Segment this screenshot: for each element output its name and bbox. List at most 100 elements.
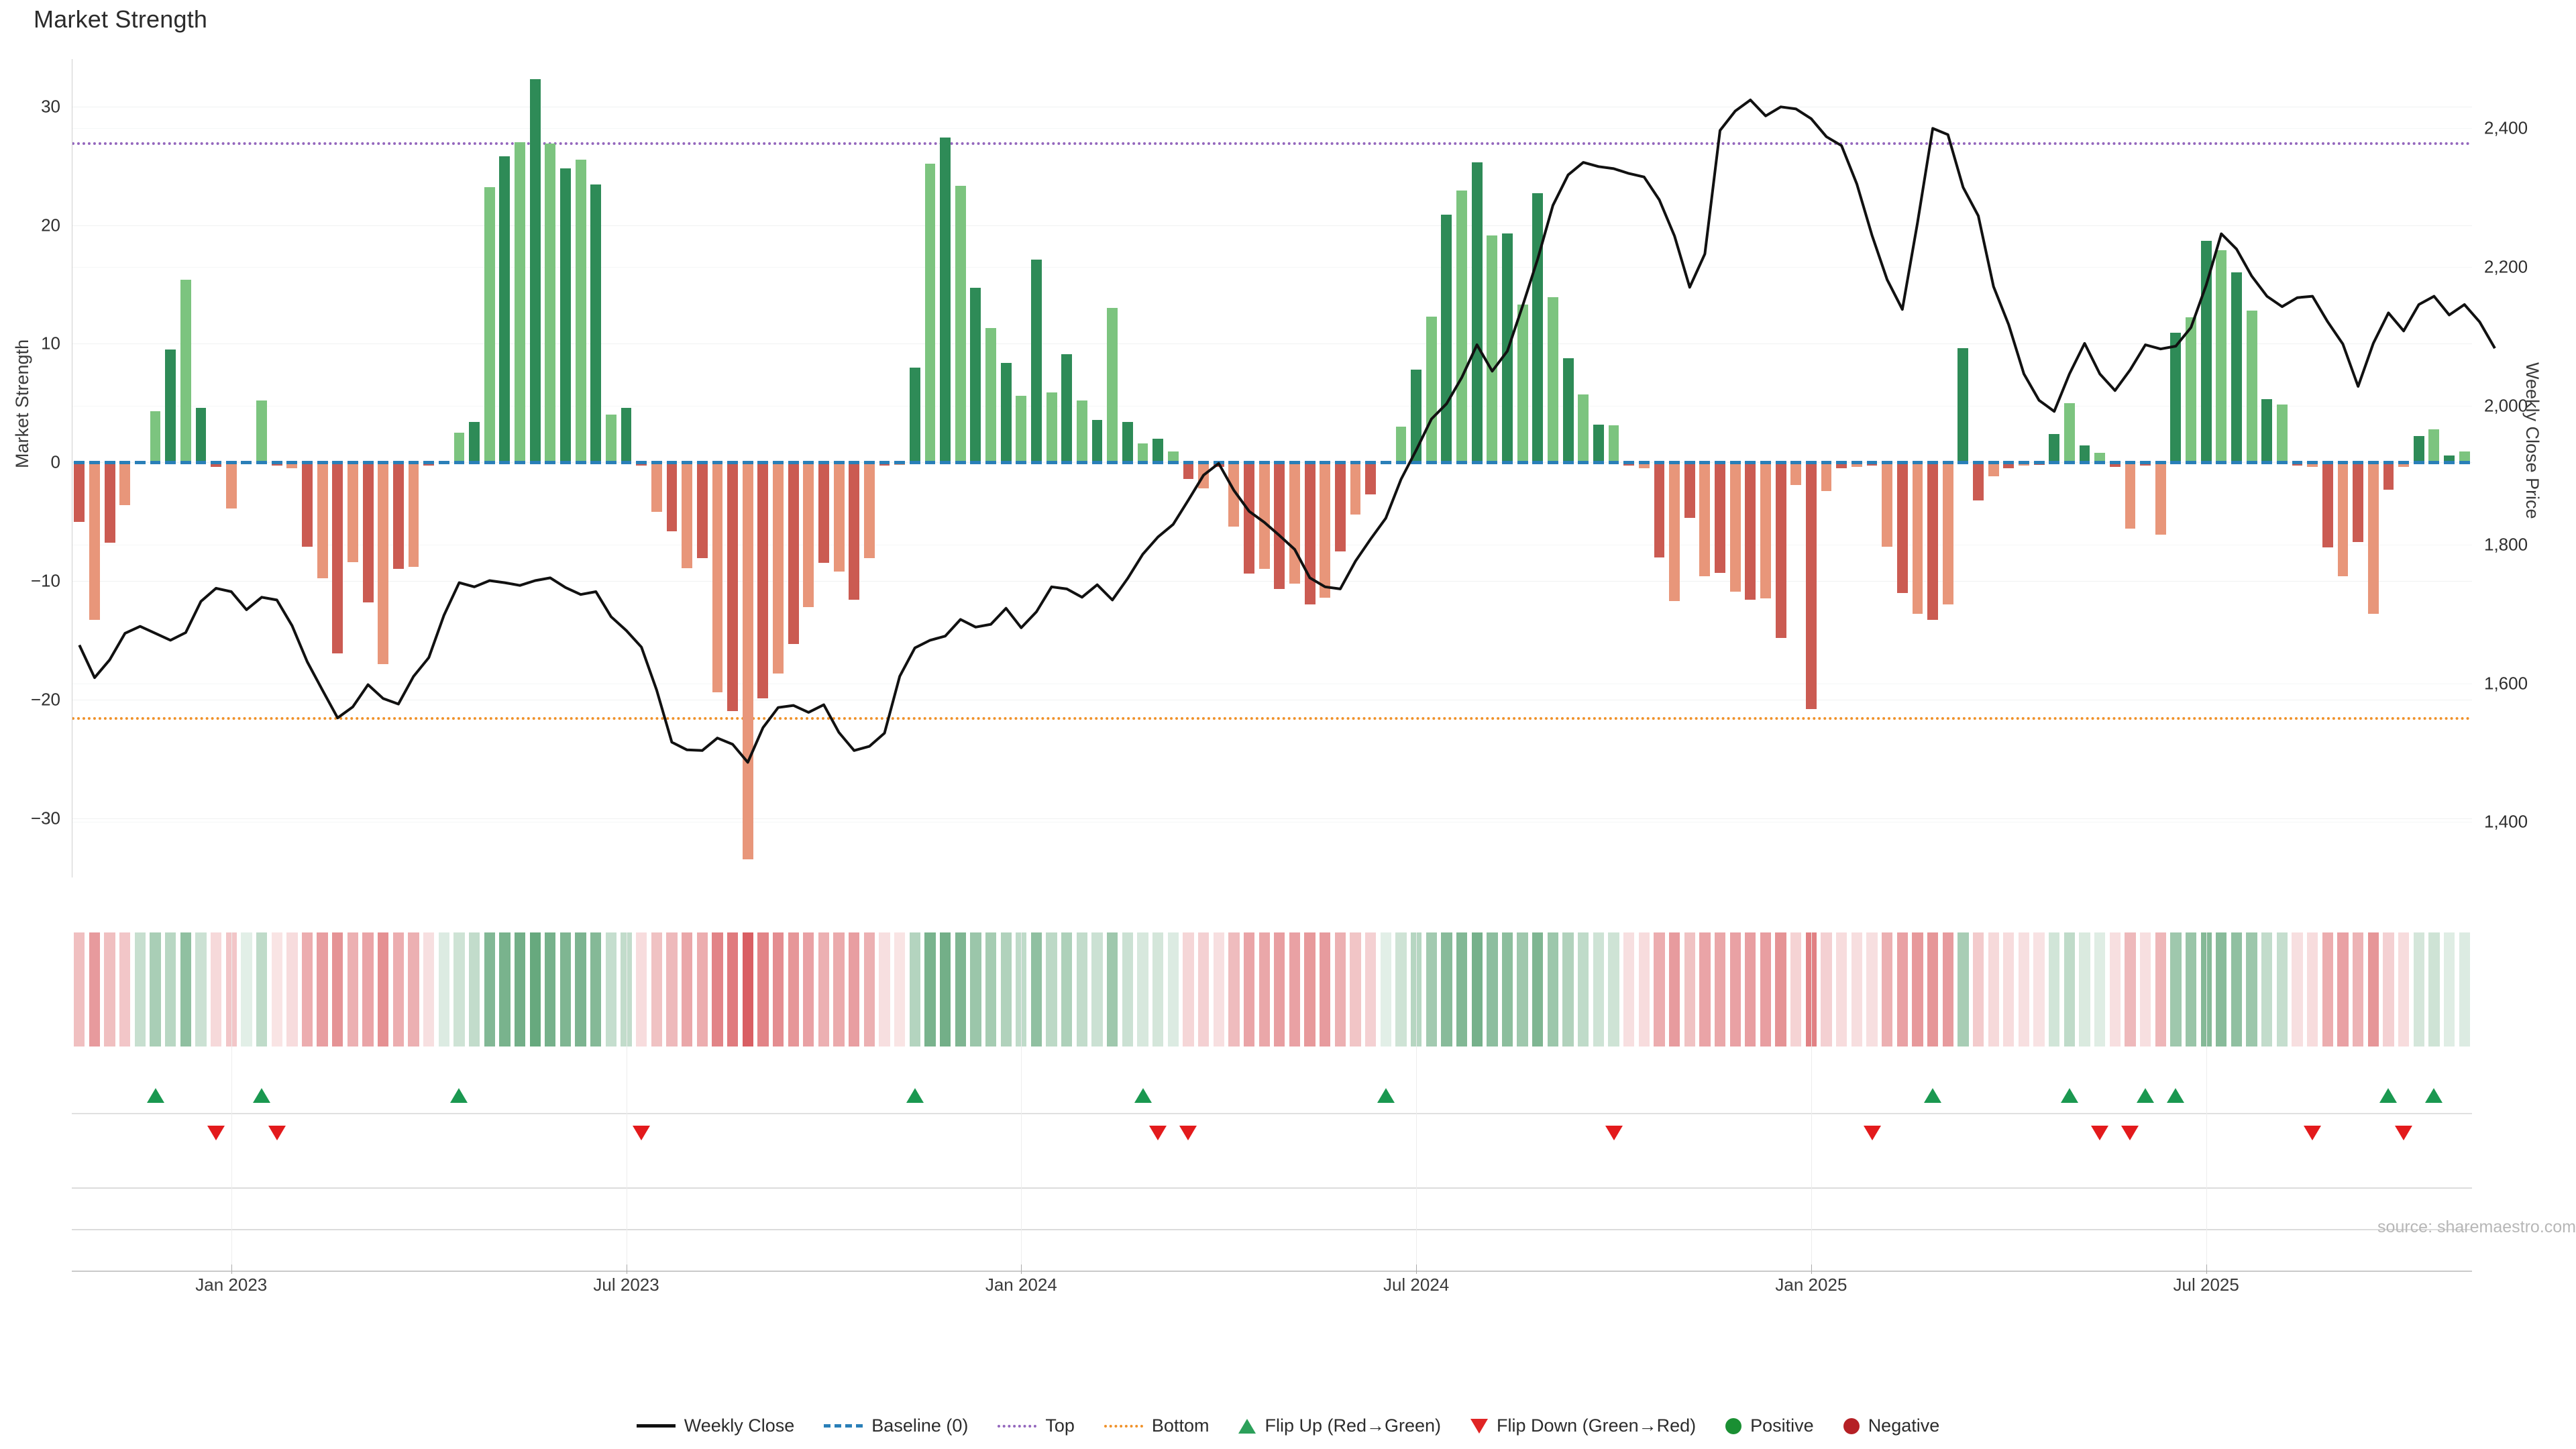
heatmap-cell [2216,932,2227,1046]
heatmap-cell [2018,932,2030,1046]
x-separator-line [1021,932,1022,1268]
strength-bar [1745,462,1756,600]
strength-bar [1456,191,1467,463]
legend-triangle-down-icon [1470,1418,1489,1434]
baseline-segment [1988,461,1999,465]
heatmap-cell [1395,932,1407,1046]
heatmap-cell [605,932,617,1046]
legend-item[interactable]: Negative [1843,1415,1939,1436]
heatmap-cell [2094,932,2106,1046]
baseline-segment [378,461,389,465]
legend-item[interactable]: Top [998,1415,1075,1436]
strength-bar [165,350,176,463]
flip-down-marker [2395,1126,2413,1140]
flip-up-marker [1134,1088,1152,1103]
y-tick-right: 1,800 [2484,534,2528,555]
baseline-segment [1548,461,1558,465]
heatmap-cell [423,932,435,1046]
legend-item[interactable]: Weekly Close [636,1415,794,1436]
strength-bar [1137,443,1148,463]
strength-bar [1274,462,1285,590]
heatmap-cell [2109,932,2121,1046]
baseline-segment [2367,461,2379,465]
legend-item[interactable]: Baseline (0) [824,1415,968,1436]
baseline-segment [1000,461,1012,465]
heatmap-cell [1365,932,1377,1046]
baseline-segment [2459,461,2470,465]
strength-bar [1320,462,1331,598]
heatmap-cell [1107,932,1118,1046]
flip-row-divider [72,1113,2472,1114]
gridline-secondary [72,128,2472,129]
baseline-segment [317,461,328,465]
flip-down-marker [1863,1126,1881,1140]
heatmap-cell [392,932,405,1046]
strength-bar [1729,462,1741,592]
baseline-segment [2383,461,2394,465]
baseline-segment [682,461,693,465]
baseline-segment [1502,461,1513,465]
legend-item[interactable]: Positive [1725,1415,1814,1436]
legend-item[interactable]: Flip Up (Red→Green) [1238,1415,1441,1436]
strength-bar [1896,462,1908,593]
strength-bar [1183,462,1194,479]
baseline-segment [560,461,571,465]
baseline-segment [1760,461,1771,465]
strength-bar [1046,392,1057,463]
baseline-segment [469,461,480,465]
strength-bar [2413,436,2424,463]
legend-label: Flip Down (Green→Red) [1497,1415,1697,1436]
baseline-segment [818,461,829,465]
strength-bar [1548,297,1558,463]
heatmap-cell [1334,932,1346,1046]
heatmap-cell [909,932,920,1046]
x-separator-line [1416,932,1417,1268]
baseline-segment [970,461,981,465]
y-tick-left: 20 [41,215,60,235]
legend-dotted-line-icon [998,1424,1037,1428]
baseline-segment [1258,461,1270,465]
baseline-segment [1304,461,1316,465]
x-tick-mark [2206,1265,2207,1274]
baseline-segment [119,461,131,465]
strength-bar [378,462,389,664]
strength-bar [666,462,678,531]
strength-bar [195,407,207,463]
heatmap-cell [74,932,85,1046]
strength-bar [2125,462,2136,529]
flip-down-marker [633,1126,651,1140]
baseline-segment [788,461,799,465]
baseline-segment [408,461,419,465]
baseline-segment [2444,461,2455,465]
heatmap-cell [1152,932,1164,1046]
reference-line-bottom [72,717,2472,720]
heatmap-cell [301,932,313,1046]
baseline-segment [211,461,222,465]
x-tick-label: Jan 2024 [985,1275,1057,1295]
heatmap-cell [1243,932,1255,1046]
baseline-segment [362,461,374,465]
strength-bar [1395,427,1407,463]
baseline-segment [1016,461,1027,465]
legend-item[interactable]: Bottom [1104,1415,1209,1436]
heatmap-cell [499,932,511,1046]
strength-bar [1016,396,1027,463]
strength-bar [2003,462,2015,468]
legend-label: Baseline (0) [871,1415,969,1436]
baseline-segment [1107,461,1118,465]
legend-dotted-line-icon [1104,1424,1143,1428]
heatmap-cell [1076,932,1088,1046]
flip-down-marker [207,1126,225,1140]
strength-bar [621,407,632,463]
baseline-segment [1244,461,1254,465]
baseline-segment [1805,461,1817,465]
baseline-segment [134,461,146,465]
baseline-segment [1942,461,1953,465]
strength-bar [1684,462,1695,519]
baseline-segment [666,461,678,465]
lower-rule [72,1229,2472,1230]
strength-bar [1638,462,1650,468]
strength-bar [302,462,313,547]
heatmap-cell [150,932,161,1046]
legend-item[interactable]: Flip Down (Green→Red) [1470,1415,1696,1436]
